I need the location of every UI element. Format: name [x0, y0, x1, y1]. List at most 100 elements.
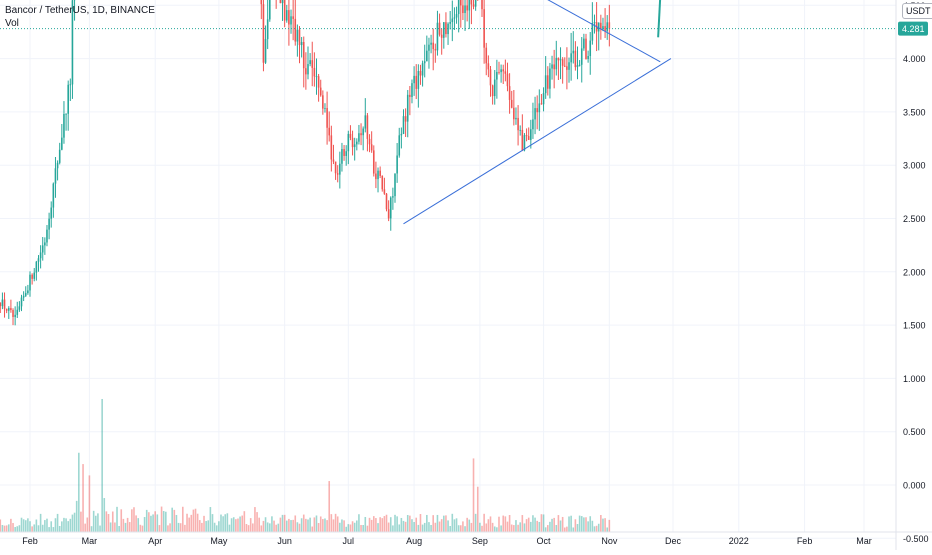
volume-bar — [326, 520, 328, 532]
candle-body — [294, 19, 296, 42]
volume-bar — [403, 521, 405, 532]
volume-bar — [193, 510, 195, 532]
volume-bar — [549, 522, 551, 532]
volume-bar — [303, 515, 305, 532]
candle-body — [42, 245, 44, 252]
volume-bar — [31, 526, 33, 532]
candle-body — [443, 22, 445, 38]
volume-bar — [70, 519, 72, 532]
volume-bar — [415, 518, 417, 532]
candle-body — [360, 133, 362, 135]
volume-bar — [314, 517, 316, 532]
volume-bar — [140, 525, 142, 532]
candle-body — [454, 18, 456, 19]
volume-bar — [500, 525, 502, 532]
candle-body — [437, 23, 439, 51]
volume-bar — [517, 525, 519, 532]
volume-bar — [577, 524, 579, 532]
candle-body — [460, 0, 462, 5]
volume-bar — [507, 522, 509, 532]
volume-bar — [180, 523, 182, 532]
candle-body — [528, 136, 530, 140]
candle-body — [379, 171, 381, 176]
candle-body — [333, 160, 335, 162]
candle-body — [396, 156, 398, 174]
candle-body — [390, 198, 392, 219]
candle-body — [282, 0, 284, 3]
volume-bar — [375, 518, 377, 532]
volume-bar — [271, 516, 273, 532]
volume-bar — [555, 525, 557, 532]
volume-bar — [25, 520, 27, 532]
candle-body — [473, 4, 475, 6]
volume-bar — [239, 517, 241, 532]
volume-bar — [95, 516, 97, 532]
candle-body — [471, 0, 473, 4]
candle-body — [579, 65, 581, 66]
volume-bar — [309, 518, 311, 532]
volume-bar — [65, 518, 67, 532]
volume-bar — [456, 518, 458, 532]
volume-bar — [135, 515, 137, 532]
volume-bar — [407, 515, 409, 532]
candle-body — [502, 69, 504, 71]
volume-bar — [167, 525, 169, 532]
candle-body — [458, 0, 460, 14]
volume-bar — [424, 523, 426, 532]
volume-bar — [174, 510, 176, 532]
candle-body — [420, 71, 422, 76]
volume-bar — [339, 523, 341, 532]
volume-bar — [163, 511, 165, 532]
candle-body — [445, 22, 447, 34]
volume-bar — [337, 516, 339, 532]
volume-bar — [93, 511, 95, 532]
volume-bar — [594, 526, 596, 532]
candle-body — [555, 58, 557, 69]
candle-body — [373, 150, 375, 173]
volume-bar — [502, 516, 504, 532]
volume-bar — [551, 519, 553, 532]
volume-bar — [8, 524, 10, 532]
candle-body — [356, 142, 358, 145]
candle-body — [589, 41, 591, 56]
candle-body — [269, 0, 271, 19]
volume-bar — [116, 507, 118, 532]
candle-body — [322, 95, 324, 108]
volume-bar — [609, 520, 611, 532]
volume-bar — [284, 515, 286, 532]
candle-body — [401, 134, 403, 135]
candle-body — [507, 74, 509, 86]
volume-bar — [195, 509, 197, 532]
volume-bar — [536, 521, 538, 532]
candle-body — [485, 48, 487, 64]
volume-bar — [386, 515, 388, 532]
candle-body — [394, 173, 396, 196]
candle-body — [265, 39, 267, 63]
volume-bar — [371, 520, 373, 532]
volume-bar — [231, 518, 233, 532]
volume-bar — [316, 515, 318, 532]
volume-bar — [286, 521, 288, 532]
volume-bar — [82, 464, 84, 532]
volume-bar — [341, 519, 343, 532]
candle-body — [418, 71, 420, 89]
volume-bar — [263, 521, 265, 532]
volume-bar — [61, 521, 63, 532]
volume-bar — [267, 522, 269, 532]
volume-bar — [42, 525, 44, 532]
candle-body — [464, 5, 466, 13]
candle-body — [292, 16, 294, 19]
volume-bar — [273, 521, 275, 532]
volume-bar — [227, 513, 229, 532]
candle-body — [388, 209, 390, 218]
candle-body — [371, 144, 373, 150]
price-axis[interactable]: -0.5000.0000.5001.0001.5002.0002.5003.00… — [896, 0, 929, 550]
volume-bar — [178, 523, 180, 532]
volume-bar — [275, 525, 277, 532]
candle-body — [562, 59, 564, 66]
currency-button[interactable]: USDT — [902, 3, 932, 19]
candle-body — [364, 115, 366, 128]
